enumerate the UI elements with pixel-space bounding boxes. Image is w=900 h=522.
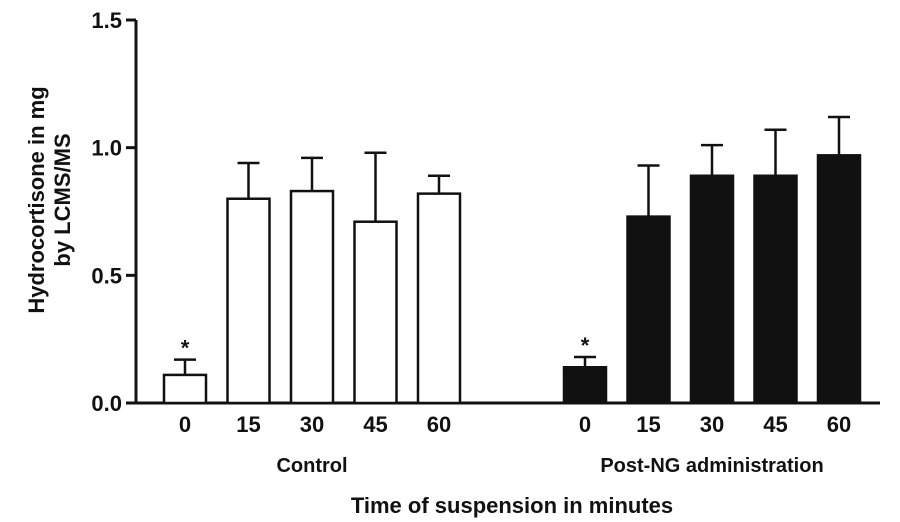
x-tick-label: 30 — [300, 412, 324, 437]
bar — [753, 174, 798, 405]
y-axis-title-line-1: Hydrocortisone in mg — [24, 86, 49, 313]
x-tick-label: 45 — [763, 412, 787, 437]
group-label: Post-NG administration — [600, 455, 823, 477]
x-tick-label: 15 — [236, 412, 260, 437]
bar — [289, 189, 335, 405]
bar — [626, 215, 671, 405]
bar-group-control: 0 * 15 30 45 60 Control — [162, 151, 462, 477]
significance-marker: * — [181, 336, 190, 361]
x-axis-title: Time of suspension in minutes — [351, 493, 673, 518]
bar — [816, 154, 862, 405]
bar — [416, 192, 462, 405]
y-tick-label: 0.0 — [91, 391, 122, 416]
y-tick-label: 1.5 — [91, 8, 122, 33]
x-tick-label: 60 — [827, 412, 851, 437]
significance-marker: * — [581, 333, 590, 358]
y-axis-title-line-2: by LCMS/MS — [50, 133, 75, 266]
x-tick-label: 60 — [427, 412, 451, 437]
y-ticks: 0.0 0.5 1.0 1.5 — [91, 8, 136, 416]
bar — [689, 174, 735, 405]
x-tick-label: 45 — [363, 412, 387, 437]
bar — [353, 220, 398, 405]
y-tick-label: 1.0 — [91, 136, 122, 161]
y-tick-label: 0.5 — [91, 263, 122, 288]
bar — [162, 373, 208, 405]
x-tick-label: 30 — [700, 412, 724, 437]
x-tick-label: 0 — [179, 412, 191, 437]
x-tick-label: 15 — [636, 412, 660, 437]
bar — [562, 366, 608, 405]
group-label: Control — [276, 455, 347, 477]
x-tick-label: 0 — [579, 412, 591, 437]
bar — [226, 197, 271, 405]
